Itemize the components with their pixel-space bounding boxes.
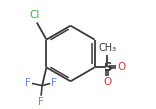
Text: S: S xyxy=(103,61,112,74)
Text: Cl: Cl xyxy=(29,10,40,20)
Text: F: F xyxy=(38,97,44,107)
Text: CH₃: CH₃ xyxy=(98,43,117,53)
Text: O: O xyxy=(117,62,125,72)
Text: F: F xyxy=(25,78,31,88)
Text: F: F xyxy=(51,78,57,88)
Text: O: O xyxy=(103,77,112,87)
